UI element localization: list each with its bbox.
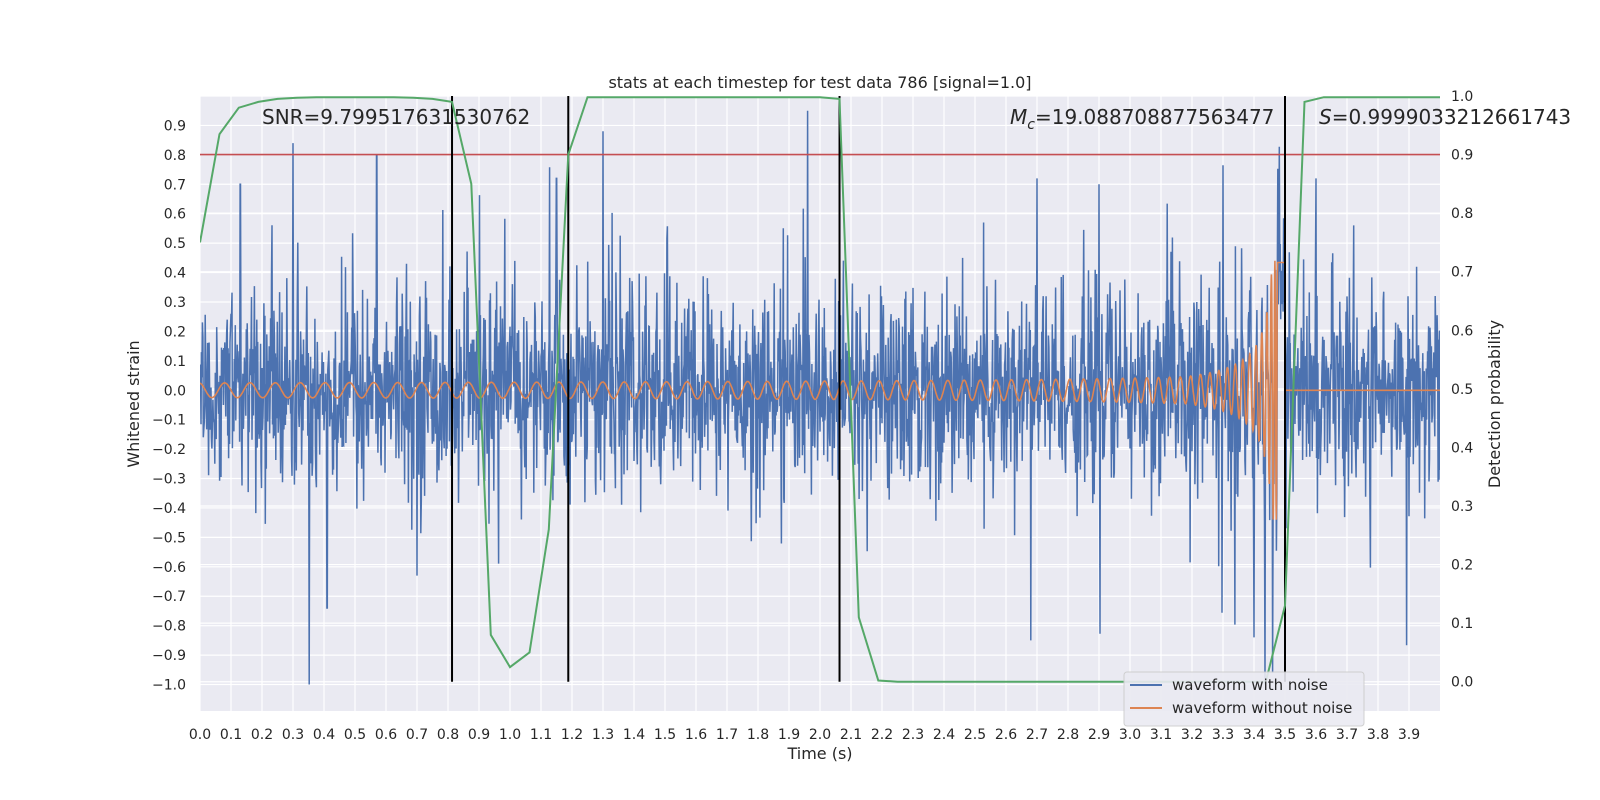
y-tick-label: 0.8 — [164, 148, 186, 164]
y2-tick-label: 0.2 — [1451, 558, 1473, 574]
y2-axis-label: Detection probability — [1485, 320, 1504, 488]
x-tick-label: 0.7 — [406, 727, 428, 743]
y2-tick-label: 0.7 — [1451, 265, 1473, 281]
x-tick-label: 3.7 — [1336, 727, 1358, 743]
x-tick-label: 0.3 — [282, 727, 304, 743]
y-tick-label: 0.7 — [164, 177, 186, 193]
y-ticks: −1.0 −0.9 −0.8 −0.7 −0.6 −0.5 −0.4 −0.3 −0.2 −0.1… — [152, 118, 186, 693]
x-tick-label: 1.3 — [592, 727, 614, 743]
x-tick-label: 3.3 — [1212, 727, 1234, 743]
x-tick-label: 2.1 — [840, 727, 862, 743]
x-axis-label: Time (s) — [786, 744, 852, 763]
x-tick-label: 1.1 — [530, 727, 552, 743]
x-tick-label: 3.1 — [1150, 727, 1172, 743]
x-tick-label: 1.0 — [499, 727, 521, 743]
y-tick-label: −0.2 — [152, 442, 186, 458]
y-tick-label: −0.7 — [152, 589, 186, 605]
x-tick-label: 3.4 — [1243, 727, 1265, 743]
y2-ticks: 0.0 0.1 0.2 0.3 0.4 0.5 0.6 0.7 0.8 0.9 1.0 — [1451, 89, 1473, 691]
x-tick-label: 2.5 — [964, 727, 986, 743]
x-tick-label: 0.4 — [313, 727, 335, 743]
score-annotation: S=0.9999033212661743 — [1319, 105, 1571, 129]
x-tick-label: 3.8 — [1367, 727, 1389, 743]
y-tick-label: 0.1 — [164, 354, 186, 370]
x-tick-label: 3.2 — [1181, 727, 1203, 743]
y-tick-label: 0.0 — [164, 383, 186, 399]
x-tick-label: 0.2 — [251, 727, 273, 743]
y2-tick-label: 0.1 — [1451, 616, 1473, 632]
y2-tick-label: 0.5 — [1451, 382, 1473, 398]
x-tick-label: 3.0 — [1119, 727, 1141, 743]
y2-tick-label: 0.3 — [1451, 499, 1473, 515]
x-tick-label: 2.9 — [1088, 727, 1110, 743]
x-tick-label: 0.6 — [375, 727, 397, 743]
series-waveform-with-noise — [200, 110, 1440, 685]
x-tick-label: 1.9 — [778, 727, 800, 743]
legend-box — [1123, 671, 1365, 727]
x-tick-label: 0.5 — [344, 727, 366, 743]
chirp-mass-annotation: Mc=19.088708877563477 — [1010, 105, 1274, 133]
x-tick-label: 1.2 — [561, 727, 583, 743]
x-tick-label: 2.8 — [1057, 727, 1079, 743]
y-tick-label: 0.6 — [164, 207, 186, 223]
x-ticks: 0.0 0.1 0.2 0.3 0.4 0.5 0.6 0.7 0.8 0.9 1.0 1.1 1.2 1… — [189, 727, 1420, 743]
x-tick-label: 0.9 — [468, 727, 490, 743]
x-tick-label: 1.4 — [623, 727, 645, 743]
y2-tick-label: 0.6 — [1451, 323, 1473, 339]
x-tick-label: 0.0 — [189, 727, 211, 743]
y2-tick-label: 0.9 — [1451, 148, 1473, 164]
y-tick-label: −0.8 — [152, 619, 186, 635]
y-tick-label: −0.1 — [152, 413, 186, 429]
y-tick-label: 0.5 — [164, 236, 186, 252]
legend-label-clean: waveform without noise — [1172, 699, 1352, 717]
y-tick-label: −0.6 — [152, 560, 186, 576]
snr-annotation: SNR=9.799517631530762 — [262, 105, 530, 129]
y-tick-label: −0.9 — [152, 648, 186, 664]
y2-tick-label: 0.8 — [1451, 206, 1473, 222]
y-tick-label: 0.9 — [164, 118, 186, 134]
x-tick-label: 2.6 — [995, 727, 1017, 743]
x-tick-label: 0.8 — [437, 727, 459, 743]
y-tick-label: 0.3 — [164, 295, 186, 311]
y2-tick-label: 0.4 — [1451, 440, 1473, 456]
y-tick-label: −1.0 — [152, 678, 186, 694]
y-tick-label: 0.4 — [164, 266, 186, 282]
y-axis-label: Whitened strain — [124, 340, 143, 467]
y-tick-label: 0.2 — [164, 324, 186, 340]
chart-title: stats at each timestep for test data 786… — [608, 73, 1031, 92]
x-tick-label: 2.0 — [809, 727, 831, 743]
x-tick-label: 2.3 — [902, 727, 924, 743]
chirp-mass-value: =19.088708877563477 — [1035, 105, 1274, 129]
y-tick-label: −0.3 — [152, 472, 186, 488]
legend: waveform with noise waveform without noi… — [1123, 671, 1365, 727]
series-waveform-without-noise — [200, 260, 1440, 520]
x-tick-label: 1.8 — [747, 727, 769, 743]
x-tick-label: 3.5 — [1274, 727, 1296, 743]
chirp-mass-subscript: c — [1027, 117, 1035, 133]
x-tick-label: 1.7 — [716, 727, 738, 743]
x-tick-label: 2.4 — [933, 727, 955, 743]
x-tick-label: 1.6 — [685, 727, 707, 743]
chirp-mass-symbol: M — [1010, 105, 1027, 129]
score-value: =0.9999033212661743 — [1332, 105, 1571, 129]
x-tick-label: 0.1 — [220, 727, 242, 743]
x-tick-label: 2.7 — [1026, 727, 1048, 743]
legend-label-noise: waveform with noise — [1172, 676, 1328, 694]
x-tick-label: 3.6 — [1305, 727, 1327, 743]
score-symbol: S — [1319, 105, 1332, 129]
x-tick-label: 3.9 — [1398, 727, 1420, 743]
x-tick-label: 1.5 — [654, 727, 676, 743]
y-tick-label: −0.4 — [152, 501, 186, 517]
y2-tick-label: 0.0 — [1451, 675, 1473, 691]
y-tick-label: −0.5 — [152, 530, 186, 546]
y2-tick-label: 1.0 — [1451, 89, 1473, 105]
x-tick-label: 2.2 — [871, 727, 893, 743]
